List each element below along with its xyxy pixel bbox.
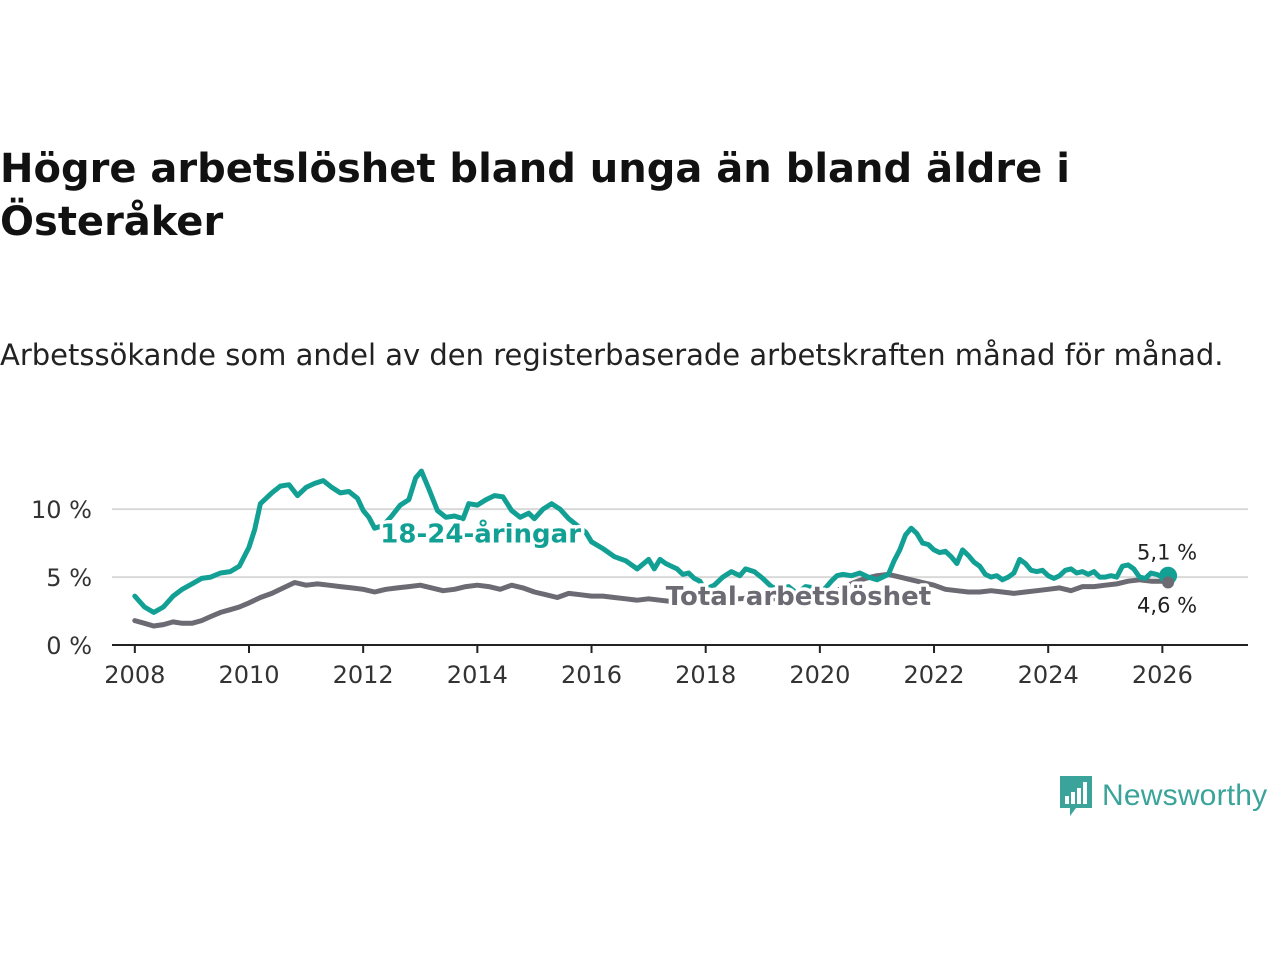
end-point-total [1162,576,1175,589]
x-tick-label: 2020 [789,661,850,689]
x-tick-label: 2026 [1132,661,1193,689]
brand-name: Newsworthy [1102,779,1268,812]
x-tick-label: 2024 [1018,661,1079,689]
x-tick-label: 2018 [675,661,736,689]
series-label-total: Total arbetslöshet [666,582,931,612]
y-tick-label: 10 % [31,496,92,524]
x-tick-label: 2010 [218,661,279,689]
newsworthy-chart-icon [1060,776,1092,816]
chart-subtitle: Arbetssökande som andel av den registerb… [0,338,1224,372]
series-labels: 18-24-åringar Total arbetslöshet 5,1 % 4,6 … [377,514,1200,620]
end-value-label-youth: 5,1 % [1137,541,1197,565]
y-tick-label: 5 % [46,564,92,592]
newsworthy-logo: Newsworthy [1058,774,1267,818]
series-line-youth [132,468,1171,615]
series-line-total [132,571,1171,629]
chart-title: Högre arbetslöshet bland unga än bland ä… [0,146,1070,245]
x-tick-label: 2022 [903,661,964,689]
x-tick-label: 2012 [333,661,394,689]
x-tick-label: 2008 [104,661,165,689]
x-axis: 2008 2010 2012 2014 2016 2018 2020 2022 2024 2026 [104,644,1248,689]
x-tick-label: 2014 [447,661,508,689]
line-chart: 0 %5 %10 % 2008 2010 2012 2014 2016 2018 2020 2… [31,468,1248,689]
x-tick-label: 2016 [561,661,622,689]
series-label-youth: 18-24-åringar [380,518,581,550]
series-layer [132,468,1178,629]
y-tick-label: 0 % [46,632,92,660]
end-value-label-total: 4,6 % [1137,594,1197,618]
